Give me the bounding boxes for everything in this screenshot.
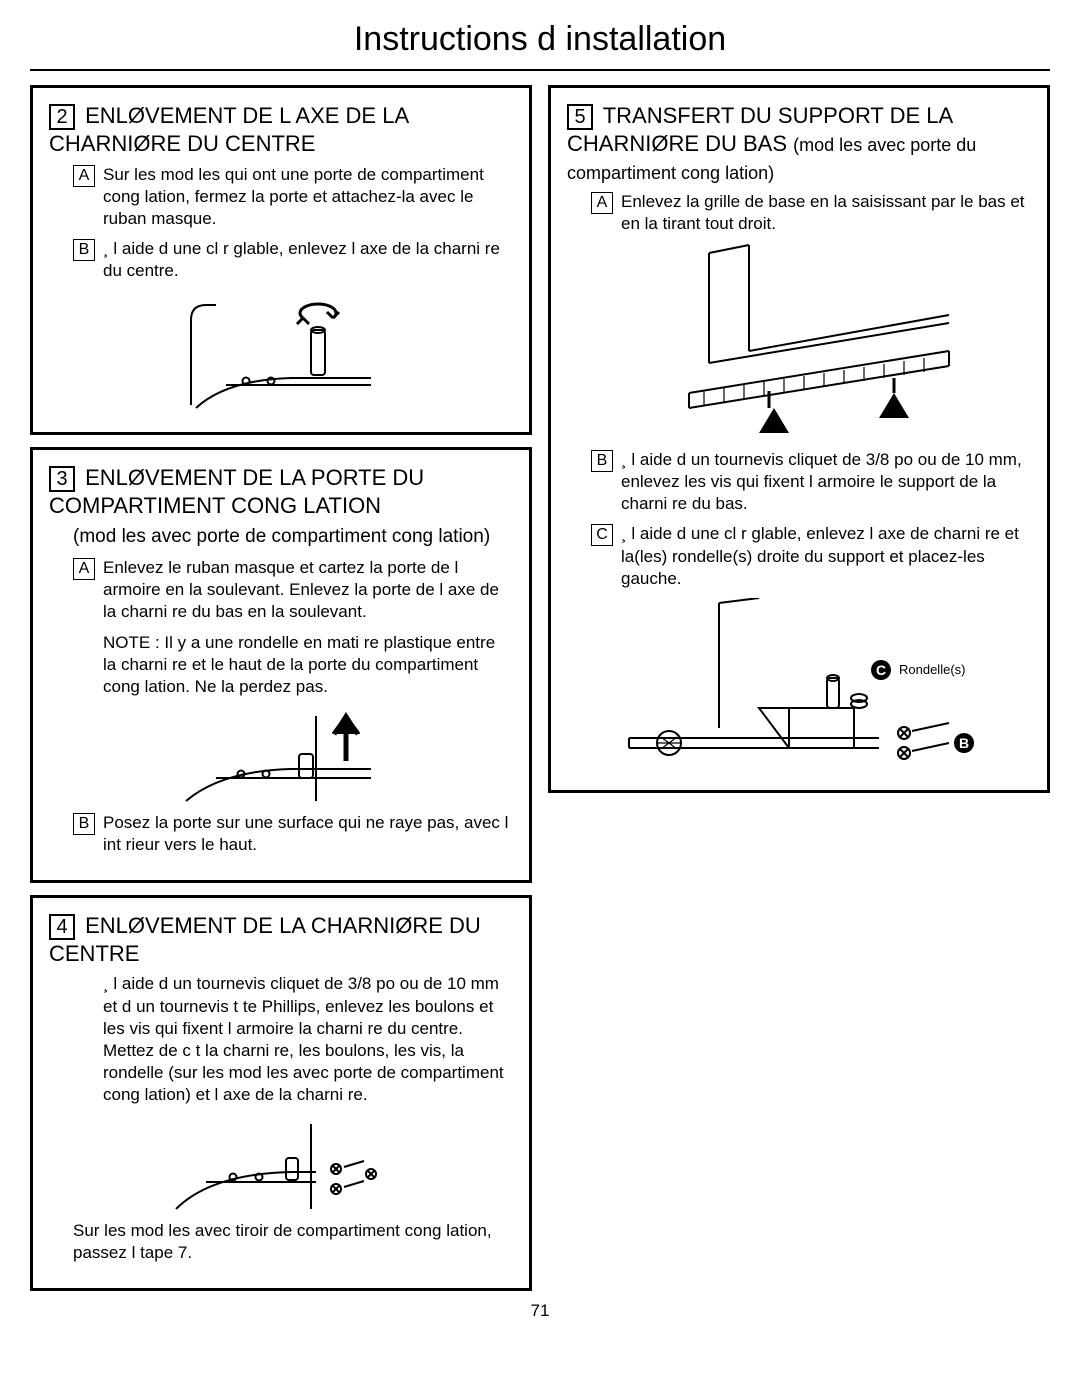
section-3-heading: 3 ENLØVEMENT DE LA PORTE DU COMPARTIMENT… xyxy=(49,464,513,520)
section-4-figure xyxy=(49,1114,513,1214)
bottom-hinge-bracket-diagram-icon: C Rondelle(s) B xyxy=(609,598,989,768)
section-5-step-c: C ¸ l aide d une cl r glable, enlevez l … xyxy=(591,523,1031,589)
section-4-body: ¸ l aide d un tournevis cliquet de 3/8 p… xyxy=(103,973,513,1106)
step-text: ¸ l aide d une cl r glable, enlevez l ax… xyxy=(103,238,513,282)
section-3: 3 ENLØVEMENT DE LA PORTE DU COMPARTIMENT… xyxy=(30,447,532,883)
hinge-pin-diagram-icon xyxy=(171,290,391,410)
section-3-steps: A Enlevez le ruban masque et cartez la p… xyxy=(73,557,513,623)
section-2-step-a: A Sur les mod les qui ont une porte de c… xyxy=(73,164,513,230)
section-2: 2 ENLØVEMENT DE L AXE DE LA CHARNIØRE DU… xyxy=(30,85,532,435)
door-lift-diagram-icon xyxy=(171,706,391,806)
callout-c-label: C xyxy=(876,662,886,678)
section-3-steps-2: B Posez la porte sur une surface qui ne … xyxy=(73,812,513,856)
callout-rondelles-label: Rondelle(s) xyxy=(899,662,965,677)
step-text: Posez la porte sur une surface qui ne ra… xyxy=(103,812,513,856)
right-column: 5 TRANSFERT DU SUPPORT DE LA CHARNIØRE D… xyxy=(548,85,1050,1291)
step-text: Enlevez la grille de base en la saisissa… xyxy=(621,191,1031,235)
step-letter: B xyxy=(591,450,613,472)
page-number: 71 xyxy=(30,1301,1050,1321)
base-grille-pull-diagram-icon xyxy=(619,243,979,443)
step-text: Enlevez le ruban masque et cartez la por… xyxy=(103,557,513,623)
section-5-steps-bc: B ¸ l aide d un tournevis cliquet de 3/8… xyxy=(591,449,1031,590)
section-3-step-b: B Posez la porte sur une surface qui ne … xyxy=(73,812,513,856)
section-2-steps: A Sur les mod les qui ont une porte de c… xyxy=(73,164,513,282)
section-3-figure xyxy=(49,706,513,806)
section-5-heading: 5 TRANSFERT DU SUPPORT DE LA CHARNIØRE D… xyxy=(567,102,1031,185)
center-hinge-remove-diagram-icon xyxy=(161,1114,401,1214)
page-title: Instructions d installation xyxy=(30,20,1050,71)
section-5-number: 5 xyxy=(567,104,593,130)
section-5-step-b: B ¸ l aide d un tournevis cliquet de 3/8… xyxy=(591,449,1031,515)
section-4: 4 ENLØVEMENT DE LA CHARNIØRE DU CENTRE ¸… xyxy=(30,895,532,1291)
step-letter: A xyxy=(73,165,95,187)
section-2-step-b: B ¸ l aide d une cl r glable, enlevez l … xyxy=(73,238,513,282)
section-5-steps-a: A Enlevez la grille de base en la saisis… xyxy=(591,191,1031,235)
step-letter: C xyxy=(591,524,613,546)
step-letter: A xyxy=(73,558,95,580)
section-2-heading: 2 ENLØVEMENT DE L AXE DE LA CHARNIØRE DU… xyxy=(49,102,513,158)
section-5-step-a: A Enlevez la grille de base en la saisis… xyxy=(591,191,1031,235)
section-4-heading: 4 ENLØVEMENT DE LA CHARNIØRE DU CENTRE xyxy=(49,912,513,968)
left-column: 2 ENLØVEMENT DE L AXE DE LA CHARNIØRE DU… xyxy=(30,85,532,1291)
step-text: ¸ l aide d un tournevis cliquet de 3/8 p… xyxy=(621,449,1031,515)
columns: 2 ENLØVEMENT DE L AXE DE LA CHARNIØRE DU… xyxy=(30,85,1050,1291)
step-letter: A xyxy=(591,192,613,214)
step-text: Sur les mod les qui ont une porte de com… xyxy=(103,164,513,230)
step-letter: B xyxy=(73,813,95,835)
section-4-footer: Sur les mod les avec tiroir de compartim… xyxy=(73,1220,513,1264)
section-3-step-a: A Enlevez le ruban masque et cartez la p… xyxy=(73,557,513,623)
section-3-heading-text: ENLØVEMENT DE LA PORTE DU COMPARTIMENT C… xyxy=(49,465,424,518)
section-4-heading-text: ENLØVEMENT DE LA CHARNIØRE DU CENTRE xyxy=(49,913,481,966)
section-3-note: NOTE : Il y a une rondelle en mati re pl… xyxy=(103,632,513,698)
callout-b-label: B xyxy=(959,735,969,751)
section-2-heading-text: ENLØVEMENT DE L AXE DE LA CHARNIØRE DU C… xyxy=(49,103,408,156)
section-3-subtitle: (mod les avec porte de compartiment cong… xyxy=(73,525,513,549)
step-letter: B xyxy=(73,239,95,261)
section-5-figure-2: C Rondelle(s) B xyxy=(567,598,1031,768)
section-5: 5 TRANSFERT DU SUPPORT DE LA CHARNIØRE D… xyxy=(548,85,1050,793)
section-5-figure-1 xyxy=(567,243,1031,443)
section-2-number: 2 xyxy=(49,104,75,130)
step-text: ¸ l aide d une cl r glable, enlevez l ax… xyxy=(621,523,1031,589)
section-3-number: 3 xyxy=(49,466,75,492)
section-4-number: 4 xyxy=(49,914,75,940)
section-2-figure xyxy=(49,290,513,410)
